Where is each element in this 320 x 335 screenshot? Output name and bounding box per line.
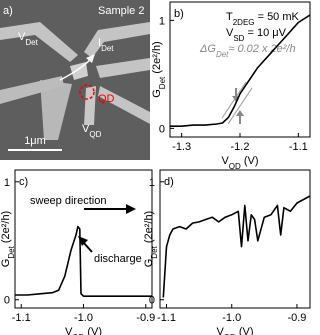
annotation: VSD = 10 μV: [226, 27, 287, 43]
annotation-part: = 10 μV: [244, 27, 286, 39]
x-tick-label: -1.1: [289, 141, 308, 153]
x-tick-label: -1.0: [74, 312, 93, 324]
x-tick-label: -1.0: [222, 312, 241, 324]
gate-label: QD: [98, 93, 115, 105]
y-tick-label: 1: [149, 177, 155, 189]
y-axis-label: GDet (2e²/h): [143, 211, 159, 267]
y-axis-label-part: G: [0, 259, 12, 268]
y-axis-label-part: G: [151, 89, 163, 98]
guide-line: [221, 81, 247, 119]
x-tick-label: -0.9: [287, 312, 306, 324]
gate-label: IDet: [98, 37, 114, 53]
x-axis-label: VQD (V): [221, 155, 258, 171]
sem-image: [0, 0, 150, 160]
arrowhead: [236, 110, 244, 116]
annotation-part: T: [226, 11, 233, 23]
panel-label: a): [3, 5, 13, 17]
gate: [40, 80, 72, 140]
y-axis-label-part: Det: [150, 245, 159, 258]
x-axis-label: VQD (V): [216, 326, 253, 335]
y-axis-label-part: (2e²/h): [151, 41, 163, 76]
annotation-arrows: [78, 81, 253, 253]
x-axis-label-part: (V): [241, 155, 259, 167]
annotation: T2DEG = 50 mK: [226, 11, 300, 27]
annotation-part: V: [226, 27, 234, 39]
sem-background: [0, 0, 150, 160]
annotation-part: ≈ 0.02 x 2e²/h: [228, 43, 295, 55]
annotation-part: ΔG: [199, 43, 216, 55]
gate: [70, 62, 88, 80]
annotation: sweep direction: [30, 195, 106, 207]
annotation-part: SD: [233, 34, 244, 43]
x-axis-label-part: V: [216, 326, 224, 335]
gate-label-part: V: [82, 123, 90, 135]
x-axis-label-part: V: [65, 326, 73, 335]
y-axis-label: GDet (2e²/h): [0, 211, 16, 267]
x-axis-label: VQD (V): [65, 326, 102, 335]
annotation: discharge: [94, 253, 142, 265]
x-axis-label-part: QD: [72, 333, 84, 335]
x-tick-label: -0.9: [136, 312, 155, 324]
gate-label-part: QD: [98, 93, 115, 105]
annotation-part: discharge: [94, 253, 142, 265]
y-tick-label: 0: [4, 295, 10, 307]
gate: [98, 86, 150, 124]
y-axis-label-part: G: [143, 259, 155, 268]
x-tick-label: -1.2: [231, 141, 250, 153]
annotation-part: = 50 mK: [255, 11, 300, 23]
data-line: [162, 195, 311, 298]
gate-label-part: V: [18, 31, 26, 43]
gate-label-part: I: [98, 37, 101, 49]
y-axis-label: GDet (2e²/h): [151, 41, 167, 97]
guide-line: [227, 87, 253, 125]
data-line: [15, 225, 152, 297]
x-axis-label-part: (V): [84, 326, 102, 335]
gate-label-part: QD: [89, 130, 101, 139]
arrowhead: [86, 54, 95, 63]
gate: [0, 22, 78, 62]
panel-label: d): [164, 176, 174, 188]
annotation: ΔGDet≈ 0.02 x 2e²/h: [199, 43, 296, 59]
scale-bar-label: 1μm: [24, 135, 46, 147]
axes-frame: [159, 169, 311, 309]
gate-label: VDet: [18, 31, 39, 47]
gate: [0, 76, 64, 104]
y-axis-label-part: (2e²/h): [143, 211, 155, 246]
x-tick-label: -1.1: [157, 312, 176, 324]
discharge-arrow: [82, 241, 93, 253]
y-tick-label: 1: [159, 15, 165, 27]
x-axis-label-part: QD: [224, 333, 236, 335]
annotation-part: Det: [216, 50, 229, 59]
x-axis-label-part: QD: [229, 162, 241, 171]
x-tick-label: -1.1: [12, 312, 31, 324]
y-axis-label-part: (2e²/h): [0, 211, 12, 246]
y-axis-label-part: Det: [158, 76, 167, 89]
y-tick-label: 0: [159, 123, 165, 135]
y-tick-label: 1: [4, 177, 10, 189]
panel-label: b): [174, 8, 184, 20]
x-tick-label: -1.3: [172, 141, 191, 153]
gate-label-part: Det: [25, 38, 38, 47]
qd-marker: [79, 84, 95, 100]
annotation-part: sweep direction: [30, 195, 106, 207]
annotation-part: 2DEG: [233, 18, 255, 27]
sample-label: Sample 2: [98, 5, 144, 17]
panel-label: c): [19, 176, 28, 188]
x-axis-label-part: V: [221, 155, 229, 167]
y-axis-label-part: Det: [7, 245, 16, 258]
gate: [84, 86, 96, 125]
gate: [96, 58, 150, 78]
gate-label: VQD: [82, 123, 102, 139]
x-axis-label-part: (V): [236, 326, 254, 335]
arrowhead: [126, 204, 136, 214]
y-tick-label: 0: [149, 295, 155, 307]
gate: [84, 22, 150, 58]
data-line: [170, 14, 311, 127]
gate-label-part: Det: [101, 44, 114, 53]
